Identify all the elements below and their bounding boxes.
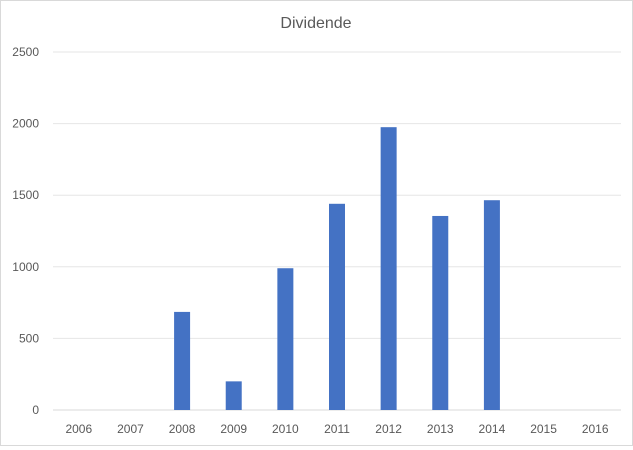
- y-tick-label: 1500: [12, 188, 39, 202]
- bar-2010: [277, 268, 293, 410]
- y-tick-label: 0: [32, 403, 39, 417]
- y-tick-label: 500: [19, 331, 39, 345]
- bar-2008: [174, 312, 190, 410]
- x-tick-label: 2013: [427, 422, 454, 436]
- bars: [174, 127, 500, 410]
- bar-2011: [329, 204, 345, 410]
- bar-2009: [226, 381, 242, 410]
- x-axis-ticks: 2006 2007 2008 2009 2010 2011 2012 2013 2014 2015…: [65, 422, 608, 436]
- bar-2014: [484, 200, 500, 410]
- x-tick-label: 2008: [169, 422, 196, 436]
- y-tick-label: 2500: [12, 45, 39, 59]
- chart-title: Dividende: [280, 15, 351, 32]
- bar-2013: [432, 216, 448, 410]
- x-tick-label: 2009: [220, 422, 247, 436]
- x-tick-label: 2016: [582, 422, 609, 436]
- y-axis-ticks: 0 500 1000 1500 2000 2500: [12, 45, 39, 417]
- x-tick-label: 2011: [324, 422, 350, 436]
- x-tick-label: 2007: [117, 422, 144, 436]
- x-tick-label: 2010: [272, 422, 299, 436]
- x-tick-label: 2006: [65, 422, 92, 436]
- bar-2012: [381, 127, 397, 410]
- y-tick-label: 1000: [12, 260, 39, 274]
- x-tick-label: 2015: [530, 422, 557, 436]
- y-tick-label: 2000: [12, 117, 39, 131]
- x-tick-label: 2014: [479, 422, 506, 436]
- x-tick-label: 2012: [375, 422, 402, 436]
